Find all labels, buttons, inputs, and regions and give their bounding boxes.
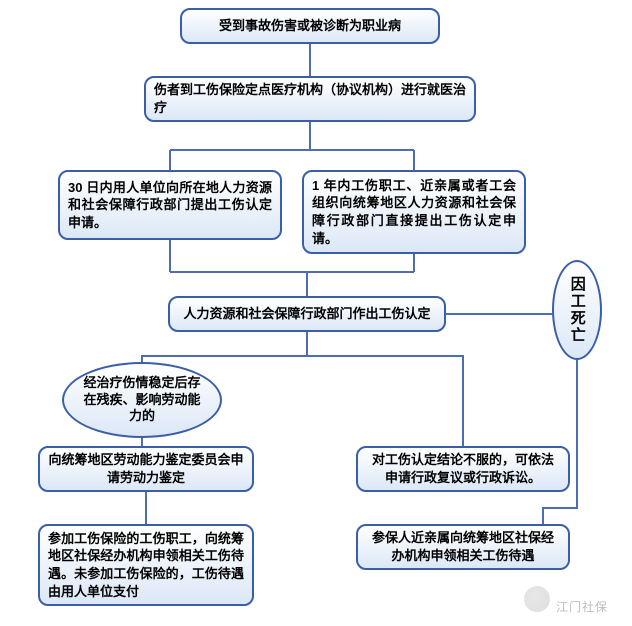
node-text: 人力资源和社会保障行政部门作出工伤认定 [183,305,430,323]
node-employee-1-year-application: 1 年内工伤职工、近亲属或者工会组织向统筹地区人力资源和社会保障行政部门直接提出… [302,170,526,254]
node-text: 经治疗伤情稳定后存在残疾、影响劳动能力的 [82,375,202,426]
node-injury-determination: 人力资源和社会保障行政部门作出工伤认定 [168,296,446,332]
node-text: 受到事故伤害或被诊断为职业病 [219,17,401,35]
node-text: 参保人近亲属向统筹地区社保经办机构申领相关工伤待遇 [366,529,560,564]
node-injury-occurred: 受到事故伤害或被诊断为职业病 [180,8,440,44]
node-text: 向统筹地区劳动能力鉴定委员会申请劳动力鉴定 [48,451,244,486]
ellipse-work-death: 因工死亡 [552,260,602,360]
node-text: 1 年内工伤职工、近亲属或者工会组织向统筹地区人力资源和社会保障行政部门直接提出… [312,177,516,247]
node-text: 30 日内用人单位向所在地人力资源和社会保障行政部门提出工伤认定申请。 [68,179,272,232]
node-employer-30-day-application: 30 日内用人单位向所在地人力资源和社会保障行政部门提出工伤认定申请。 [58,170,282,240]
watermark-logo [524,586,550,612]
node-medical-treatment: 伤者到工伤保险定点医疗机构（协议机构）进行就医治疗 [144,76,476,122]
node-insured-benefits: 参加工伤保险的工伤职工，向统筹地区社保经办机构申领相关工伤待遇。未参加工伤保险的… [38,524,254,606]
watermark-text: 江门社保 [556,598,608,615]
node-text: 参加工伤保险的工伤职工，向统筹地区社保经办机构申领相关工伤待遇。未参加工伤保险的… [48,530,244,600]
ellipse-disability-remains: 经治疗伤情稳定后存在残疾、影响劳动能力的 [62,362,222,438]
node-capacity-appraisal: 向统筹地区劳动能力鉴定委员会申请劳动力鉴定 [38,446,254,492]
node-text: 因工死亡 [567,276,587,344]
node-appeal-decision: 对工伤认定结论不服的，可依法申请行政复议或行政诉讼。 [356,446,570,492]
node-relatives-benefits: 参保人近亲属向统筹地区社保经办机构申领相关工伤待遇 [356,524,570,570]
node-text: 伤者到工伤保险定点医疗机构（协议机构）进行就医治疗 [154,81,466,116]
node-text: 对工伤认定结论不服的，可依法申请行政复议或行政诉讼。 [366,451,560,486]
